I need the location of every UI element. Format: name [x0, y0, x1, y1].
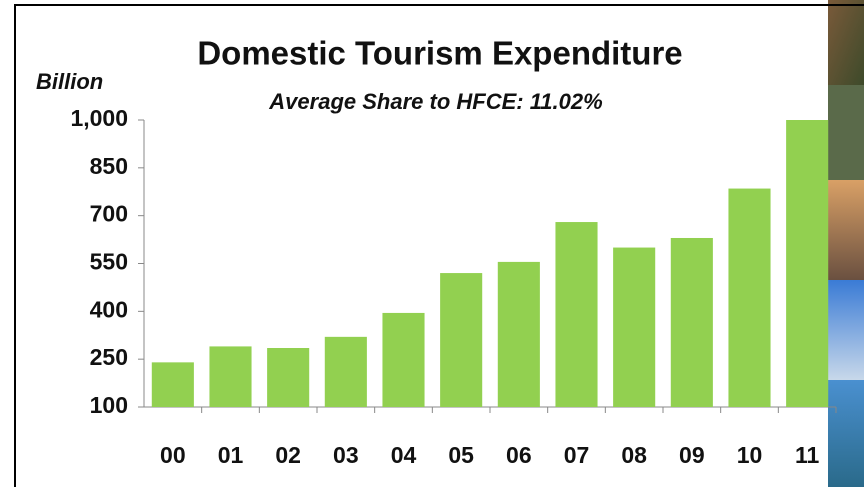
frame — [14, 4, 864, 487]
bar — [151, 362, 194, 407]
bar — [728, 188, 771, 407]
x-tick-label: 05 — [448, 442, 474, 468]
y-tick-label: 100 — [90, 392, 128, 418]
bar — [324, 336, 367, 407]
y-tick-label: 850 — [90, 153, 128, 179]
bar — [555, 222, 598, 407]
y-tick-label: 250 — [90, 344, 128, 370]
y-tick-label: 700 — [90, 201, 128, 227]
bar — [670, 237, 713, 407]
bar — [209, 346, 252, 407]
x-tick-label: 08 — [621, 442, 647, 468]
bar — [786, 120, 829, 407]
chart-title: Domestic Tourism Expenditure — [197, 35, 682, 72]
bar — [267, 348, 310, 407]
x-tick-label: 07 — [564, 442, 590, 468]
bar — [497, 261, 540, 407]
x-tick-label: 11 — [795, 442, 820, 468]
x-tick-label: 00 — [160, 442, 186, 468]
bar — [613, 247, 656, 407]
x-tick-label: 09 — [679, 442, 705, 468]
y-tick-label: 550 — [90, 249, 128, 275]
x-tick-label: 03 — [333, 442, 359, 468]
x-tick-label: 01 — [218, 442, 244, 468]
chart-subtitle: Average Share to HFCE: 11.02% — [268, 89, 602, 114]
x-tick-label: 06 — [506, 442, 532, 468]
y-tick-label: 400 — [90, 296, 128, 322]
y-tick-label: 1,000 — [70, 105, 128, 131]
bar — [440, 273, 483, 407]
y-axis-label: Billion — [36, 69, 103, 94]
x-tick-label: 04 — [391, 442, 417, 468]
x-tick-label: 02 — [275, 442, 301, 468]
photo-strip — [828, 0, 864, 487]
bar — [382, 312, 425, 407]
x-tick-label: 10 — [737, 442, 763, 468]
